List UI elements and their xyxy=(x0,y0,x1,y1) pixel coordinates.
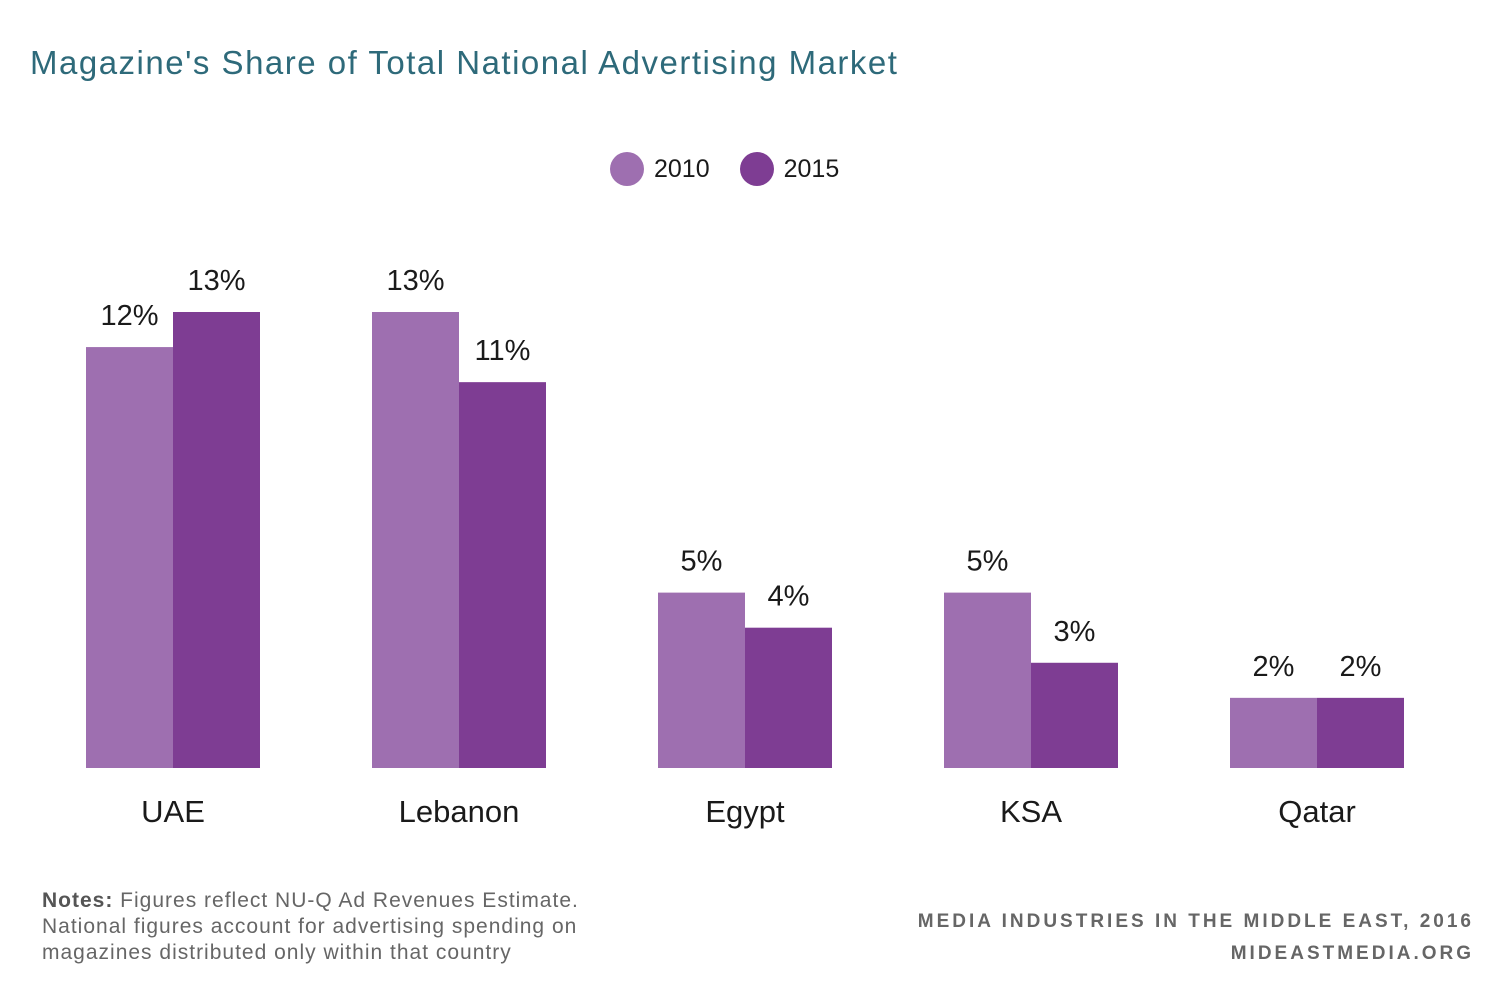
data-label-qatar-2015: 2% xyxy=(1340,651,1382,683)
category-label-lebanon: Lebanon xyxy=(399,794,520,829)
legend-label-2015: 2015 xyxy=(783,154,840,183)
data-label-ksa-2010: 5% xyxy=(967,546,1009,578)
legend-item-2015: 2015 xyxy=(739,152,840,186)
data-label-uae-2015: 13% xyxy=(187,265,245,297)
data-label-lebanon-2010: 13% xyxy=(386,265,444,297)
data-label-uae-2010: 12% xyxy=(100,300,158,332)
category-label-ksa: KSA xyxy=(1000,794,1062,829)
bar-lebanon-2015 xyxy=(459,382,546,768)
bar-chart: 12% 13% UAE 13% 11% Lebanon 5% 4% Egypt 5% 3% KSA 2%… xyxy=(86,265,1404,829)
bar-uae-2010 xyxy=(86,347,173,768)
category-label-egypt: Egypt xyxy=(705,794,785,829)
chart-legend: 2010 2015 xyxy=(610,152,869,186)
data-label-egypt-2010: 5% xyxy=(681,546,723,578)
source-line-1: MEDIA INDUSTRIES IN THE MIDDLE EAST, 201… xyxy=(917,911,1474,932)
chart-source: MEDIA INDUSTRIES IN THE MIDDLE EAST, 201… xyxy=(918,906,1474,970)
bar-qatar-2010 xyxy=(1230,697,1317,768)
chart-notes: Notes: Figures reflect NU-Q Ad Revenues … xyxy=(42,888,662,966)
bar-uae-2015 xyxy=(173,312,260,768)
bar-egypt-2010 xyxy=(658,592,745,768)
bar-lebanon-2010 xyxy=(372,312,459,768)
category-label-uae: UAE xyxy=(141,794,205,829)
legend-item-2010: 2010 xyxy=(610,152,710,186)
notes-text: Figures reflect NU-Q Ad Revenues Estimat… xyxy=(42,889,579,964)
legend-swatch-2015 xyxy=(739,152,774,186)
legend-swatch-2010 xyxy=(610,152,644,186)
data-label-egypt-2015: 4% xyxy=(768,581,810,613)
data-label-qatar-2010: 2% xyxy=(1253,651,1295,683)
bar-qatar-2015 xyxy=(1317,697,1404,768)
notes-label: Notes: xyxy=(42,889,114,912)
data-label-ksa-2015: 3% xyxy=(1054,616,1096,648)
category-label-qatar: Qatar xyxy=(1278,794,1356,829)
bar-egypt-2015 xyxy=(745,627,832,768)
legend-label-2010: 2010 xyxy=(654,154,710,183)
chart-title: Magazine's Share of Total National Adver… xyxy=(30,44,899,81)
source-line-2: MIDEASTMEDIA.ORG xyxy=(1230,943,1474,964)
bar-ksa-2015 xyxy=(1031,662,1118,768)
data-label-lebanon-2015: 11% xyxy=(475,335,531,367)
bar-ksa-2010 xyxy=(944,592,1031,768)
